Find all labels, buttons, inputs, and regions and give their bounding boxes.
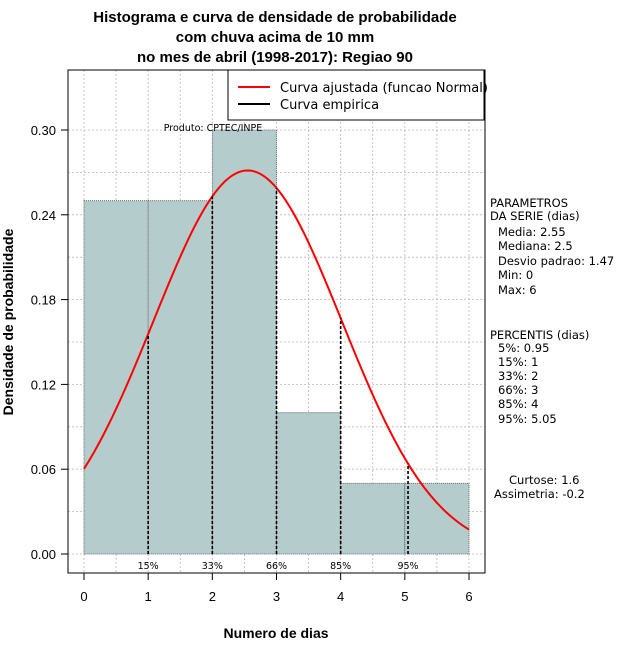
chart-title-line-2: com chuva acima de 10 mm <box>176 29 374 46</box>
chart-title-line-1: Histograma e curva de densidade de proba… <box>93 9 456 26</box>
normal-curve-layer <box>83 169 470 531</box>
curtose-text: Curtose: 1.6 <box>509 473 579 487</box>
percentile-label-1: 33% <box>202 561 223 572</box>
histogram-bar-4 <box>340 482 406 555</box>
percentile-lines: 15% 33% 66% 85% 95% <box>138 187 419 572</box>
percentis-heading: PERCENTIS (dias) <box>490 328 589 342</box>
percentil-85: 85%: 4 <box>498 397 538 411</box>
stat-min: Min: 0 <box>498 268 533 282</box>
histogram-bar-0 <box>83 200 149 555</box>
legend-entry-normal: Curva ajustada (funcao Normal) <box>280 81 488 96</box>
assimetria-text: Assimetria: -0.2 <box>494 487 585 501</box>
percentil-33: 33%: 2 <box>498 369 538 383</box>
stat-max: Max: 6 <box>498 283 537 297</box>
percentil-95: 95%: 5.05 <box>498 412 557 426</box>
x-tick-label: 0 <box>80 589 87 604</box>
x-tick-label: 3 <box>273 589 280 604</box>
histogram-bar-1 <box>147 200 213 555</box>
chart-title-line-3: no mes de abril (1998-2017): Regiao 90 <box>137 49 413 66</box>
percentil-5: 5%: 0.95 <box>498 341 549 355</box>
credit-text: Produto: CPTEC/INPE <box>164 123 263 134</box>
percentile-label-3: 85% <box>330 561 351 572</box>
x-tick-label: 1 <box>145 589 152 604</box>
x-tick-label: 6 <box>465 589 472 604</box>
y-tick-label: 0.12 <box>31 377 56 392</box>
stat-mediana: Mediana: 2.5 <box>498 239 573 253</box>
y-tick-label: 0.06 <box>31 462 56 477</box>
stat-desvio: Desvio padrao: 1.47 <box>498 254 614 268</box>
percentile-label-4: 95% <box>397 561 418 572</box>
y-axis-label: Densidade de probabilidade <box>0 228 16 415</box>
parametros-heading: PARAMETROS <box>490 196 568 210</box>
y-tick-label: 0.30 <box>31 123 56 138</box>
percentile-label-0: 15% <box>138 561 159 572</box>
normal-curve <box>83 169 470 531</box>
x-axis-label: Numero de dias <box>223 625 328 641</box>
legend-box <box>227 69 485 121</box>
legend-entry-empirical: Curva empirica <box>280 98 379 113</box>
y-tick-label: 0.24 <box>31 208 56 223</box>
percentil-66: 66%: 3 <box>498 383 538 397</box>
x-tick-label: 5 <box>401 589 408 604</box>
legend: Curva ajustada (funcao Normal) Curva emp… <box>227 69 488 121</box>
histogram-bar-3 <box>276 412 342 555</box>
percentile-label-2: 66% <box>266 561 287 572</box>
stat-media: Media: 2.55 <box>498 225 566 239</box>
parametros-subheading: DA SERIE (dias) <box>490 209 580 223</box>
y-tick-label: 0.18 <box>31 293 56 308</box>
histogram-bar-5 <box>404 482 470 555</box>
side-panel: PARAMETROS DA SERIE (dias) Media: 2.55 M… <box>490 196 614 501</box>
axes: 0 1 2 3 4 5 6 0.00 0.06 0.12 0.18 0.24 0.30 <box>31 123 473 604</box>
y-tick-label: 0.00 <box>31 547 56 562</box>
percentil-15: 15%: 1 <box>498 355 538 369</box>
histogram-bar-2 <box>211 129 277 555</box>
x-tick-label: 4 <box>337 589 344 604</box>
x-tick-label: 2 <box>209 589 216 604</box>
